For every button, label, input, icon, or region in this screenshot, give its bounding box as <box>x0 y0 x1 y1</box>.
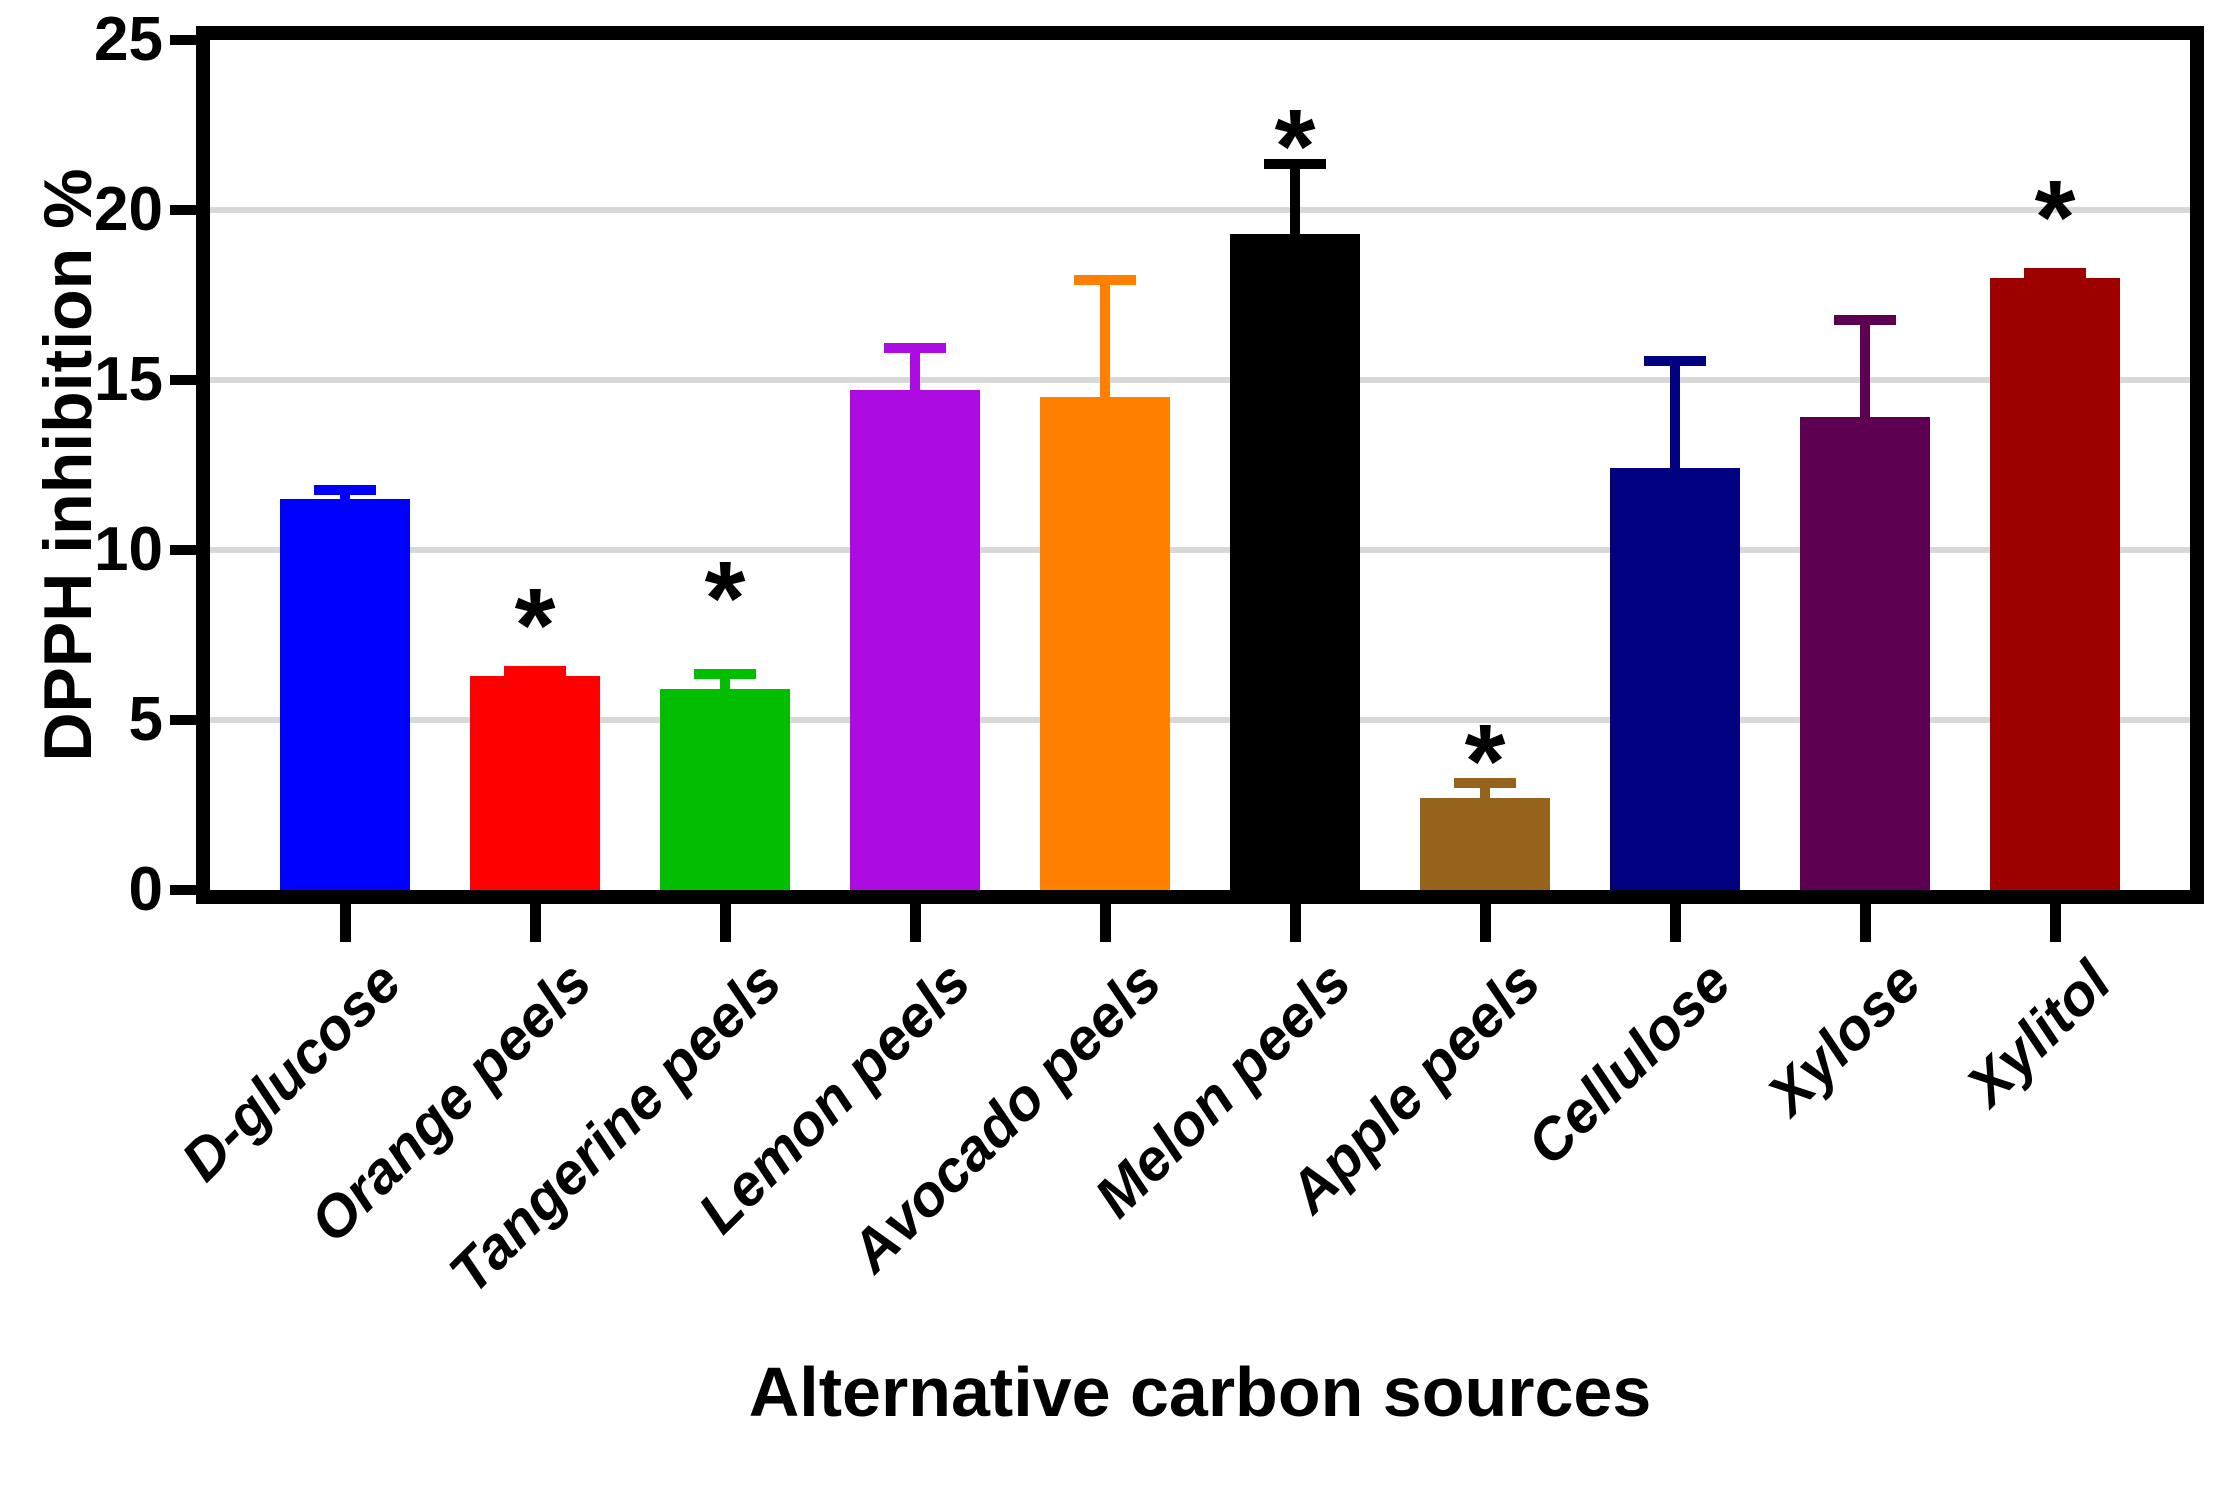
y-tick-10 <box>170 545 210 555</box>
x-tick-orange-peels <box>529 904 541 942</box>
y-tick-25 <box>170 35 210 45</box>
bar-apple-peels <box>1420 798 1550 890</box>
significance-star-melon-peels: * <box>1274 88 1316 205</box>
y-tick-20 <box>170 205 210 215</box>
error-cap-orange-peels <box>504 665 566 676</box>
error-cap-avocado-peels <box>1074 274 1136 285</box>
gridline-15 <box>210 377 2190 383</box>
bar-xylose <box>1800 417 1930 890</box>
gridline-5 <box>210 717 2190 723</box>
error-bar-avocado-peels <box>1100 279 1110 397</box>
bar-melon-peels <box>1230 233 1360 890</box>
gridline-20 <box>210 207 2190 213</box>
error-cap-lemon-peels <box>884 342 946 353</box>
y-tick-0 <box>170 885 210 895</box>
bar-cellulose <box>1610 468 1740 890</box>
error-cap-melon-peels <box>1264 159 1326 169</box>
y-tick-label-5: 5 <box>128 685 163 754</box>
error-bar-xylose <box>1860 320 1870 418</box>
y-axis-title: DPPH inhibition % <box>30 168 106 762</box>
error-bar-lemon-peels <box>910 347 920 391</box>
error-cap-tangerine-peels <box>694 669 756 679</box>
error-bar-apple-peels <box>1480 782 1490 799</box>
error-bar-melon-peels <box>1290 164 1300 234</box>
x-tick-lemon-peels <box>909 904 921 942</box>
error-cap-d-glucose <box>314 485 376 496</box>
significance-star-orange-peels: * <box>514 567 556 685</box>
bar-avocado-peels <box>1040 397 1170 890</box>
y-tick-label-20: 20 <box>94 175 163 244</box>
significance-star-xylitol: * <box>2034 159 2076 277</box>
error-cap-cellulose <box>1644 356 1706 367</box>
bar-tangerine-peels <box>660 689 790 890</box>
error-bar-cellulose <box>1670 361 1680 469</box>
y-tick-label-0: 0 <box>128 855 163 924</box>
y-tick-label-25: 25 <box>94 5 163 74</box>
x-tick-melon-peels <box>1289 904 1301 942</box>
x-tick-avocado-peels <box>1099 904 1111 942</box>
x-axis-title: Alternative carbon sources <box>748 1353 1652 1431</box>
x-tick-label-cellulose: Cellulose <box>1514 949 1744 1178</box>
bar-orange-peels <box>470 675 600 890</box>
x-tick-xylitol <box>2049 904 2061 942</box>
significance-star-tangerine-peels: * <box>704 540 746 658</box>
bar-lemon-peels <box>850 390 980 890</box>
y-tick-15 <box>170 375 210 385</box>
bar-d-glucose <box>280 499 410 890</box>
x-tick-label-tangerine-peels: Tangerine peels <box>436 949 794 1306</box>
x-tick-tangerine-peels <box>719 904 731 942</box>
y-tick-label-15: 15 <box>94 345 163 414</box>
error-cap-xylose <box>1834 315 1896 326</box>
gridline-10 <box>210 547 2190 553</box>
significance-star-apple-peels: * <box>1464 703 1506 821</box>
error-cap-xylitol <box>2024 267 2086 278</box>
x-tick-d-glucose <box>339 904 351 942</box>
y-tick-5 <box>170 715 210 725</box>
error-bar-tangerine-peels <box>720 674 730 690</box>
y-tick-label-10: 10 <box>94 515 163 584</box>
x-tick-cellulose <box>1669 904 1681 942</box>
x-tick-xylose <box>1859 904 1871 942</box>
x-tick-apple-peels <box>1479 904 1491 942</box>
x-tick-label-xylose: Xylose <box>1754 949 1934 1128</box>
error-cap-apple-peels <box>1454 777 1516 788</box>
bar-xylitol <box>1990 278 2120 890</box>
x-tick-label-xylitol: Xylitol <box>1954 949 2124 1119</box>
